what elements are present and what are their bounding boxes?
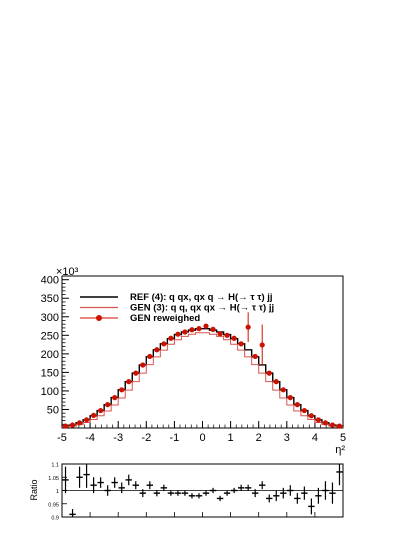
main-series-group [61, 312, 344, 429]
marker-point [91, 412, 97, 418]
y-exponent-label: ×10³ [56, 266, 79, 278]
marker-point [301, 407, 307, 414]
marker-point [287, 395, 293, 401]
marker-point [119, 387, 125, 393]
marker-point [175, 331, 181, 337]
main-y-axis: 50 100 150 200 250 300 350 400 [41, 275, 69, 425]
ratio-y-tick-label: 1.05 [48, 476, 59, 482]
marker-point [252, 353, 258, 360]
x-tick-label: -4 [85, 432, 95, 444]
legend-label-gen: GEN (3): q q, qx qx → H(→ τ τ) jj [130, 303, 274, 314]
marker-point [308, 413, 314, 419]
marker-point [266, 370, 272, 376]
ratio-x-axis [61, 512, 344, 517]
marker-point [294, 402, 300, 408]
ratio-y-axis-label: Ratio [29, 479, 39, 500]
ratio-y-tick-label: 0.95 [48, 502, 59, 508]
marker-point [315, 417, 322, 423]
marker-point [133, 370, 139, 376]
marker-point [69, 422, 76, 428]
marker-point [329, 422, 336, 428]
marker-point [154, 347, 160, 353]
marker-point [231, 335, 237, 341]
marker-point [224, 332, 230, 338]
marker-point [336, 423, 343, 429]
x-tick-label: -3 [113, 432, 123, 444]
x-tick-label: 0 [199, 432, 205, 444]
marker-point [217, 331, 223, 337]
marker-point [147, 353, 153, 360]
marker-point [259, 342, 265, 348]
marker-point [245, 324, 251, 330]
marker-point [210, 326, 216, 332]
x-tick-label: 3 [284, 432, 290, 444]
marker-point [62, 423, 69, 429]
y-tick-label: 250 [41, 330, 59, 342]
x-tick-label: 5 [340, 432, 346, 444]
series-step-1 [61, 332, 344, 428]
marker-point [280, 387, 286, 393]
y-tick-label: 400 [41, 275, 59, 287]
marker-point [76, 420, 83, 426]
y-tick-label: 200 [41, 349, 59, 361]
marker-point [189, 327, 195, 333]
y-tick-label: 350 [41, 293, 59, 305]
marker-point [83, 417, 90, 423]
main-x-axis: -5 -4 -3 -2 -1 0 1 2 3 4 5 [57, 421, 346, 444]
y-tick-label: 300 [41, 312, 59, 324]
marker-point [182, 329, 188, 335]
ratio-y-tick-label: 1 [56, 489, 59, 495]
x-tick-label: 2 [256, 432, 262, 444]
legend-label-reweighed: GEN reweighed [130, 313, 200, 324]
ratio-y-tick-label: 0.9 [51, 516, 59, 522]
marker-point [112, 395, 118, 401]
x-axis-label: η² [335, 444, 345, 456]
ratio-y-tick-label: 1.1 [51, 463, 59, 469]
y-tick-label: 100 [41, 386, 59, 398]
ratio-plot-panel: 0.9 0.95 1 1.05 1.1 Ratio [29, 463, 344, 522]
marker-point [161, 341, 167, 347]
legend: REF (4): q qx, qx q → H(→ τ τ) jj GEN (3… [80, 292, 274, 324]
marker-point [322, 420, 329, 426]
x-tick-label: -5 [57, 432, 67, 444]
marker-point [98, 407, 104, 414]
marker-point [196, 326, 202, 332]
ratio-points-group [62, 464, 343, 517]
x-tick-label: -1 [170, 432, 180, 444]
marker-point [140, 362, 146, 368]
marker-point [126, 379, 132, 385]
ratio-y-axis: 0.9 0.95 1 1.05 1.1 [48, 463, 67, 522]
main-plot-panel: ×10³ 50 100 150 200 250 300 350 400 -5 -4 -3 -2 -1 0… [41, 266, 346, 456]
marker-point [238, 341, 244, 347]
marker-point [168, 335, 174, 341]
legend-label-ref: REF (4): q qx, qx q → H(→ τ τ) jj [130, 292, 273, 303]
x-tick-label: 4 [312, 432, 318, 444]
marker-point [203, 323, 209, 329]
marker-point [273, 379, 279, 385]
x-tick-label: 1 [228, 432, 234, 444]
marker-point [105, 402, 111, 408]
y-tick-label: 50 [47, 404, 59, 416]
x-tick-label: -2 [141, 432, 151, 444]
legend-swatch-reweighed-marker [96, 315, 102, 321]
y-tick-label: 150 [41, 367, 59, 379]
